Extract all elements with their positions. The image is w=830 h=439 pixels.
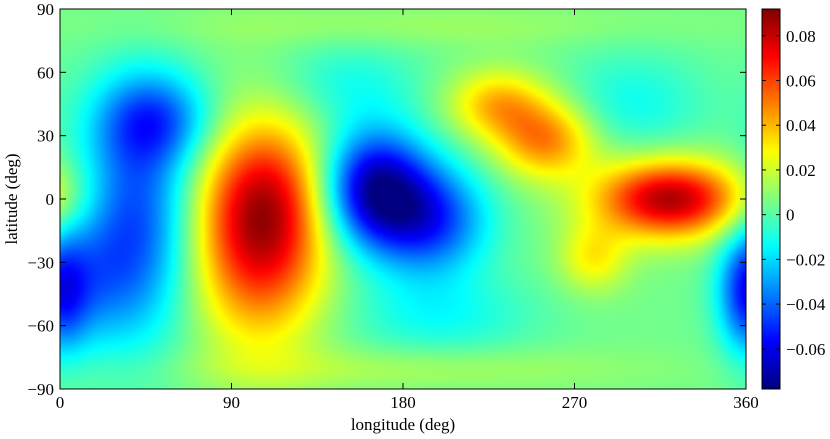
colorbar-gradient <box>762 9 780 389</box>
y-tick-label: −30 <box>27 253 54 272</box>
x-tick-label: 0 <box>56 393 65 412</box>
colorbar-tick-label: 0.02 <box>786 161 816 180</box>
y-tick-label: 0 <box>46 190 55 209</box>
colorbar-tick-label: 0 <box>786 206 795 225</box>
plot-area: 0 90 180 270 360 90 60 30 0 −30 −60 −90 <box>27 0 758 412</box>
y-tick-label: 30 <box>37 127 54 146</box>
colorbar-frame <box>761 8 781 390</box>
x-axis-ticks: 0 90 180 270 360 <box>56 9 759 412</box>
x-tick-label: 180 <box>390 393 416 412</box>
y-axis-label: latitude (deg) <box>2 153 21 244</box>
y-tick-label: 90 <box>37 0 54 19</box>
y-tick-label: 60 <box>37 63 54 82</box>
colorbar-tick-label: 0.04 <box>786 116 816 135</box>
colorbar-tick-label: −0.02 <box>786 250 825 269</box>
x-axis-label: longitude (deg) <box>351 415 455 434</box>
colorbar-tick-label: −0.06 <box>786 340 825 359</box>
x-tick-label: 90 <box>223 393 240 412</box>
y-tick-label: −60 <box>27 317 54 336</box>
y-axis-ticks: 90 60 30 0 −30 −60 −90 <box>27 0 746 399</box>
heatmap-field <box>60 9 746 389</box>
y-tick-label: −90 <box>27 380 54 399</box>
colorbar: 0.08 0.06 0.04 0.02 0 −0.02 −0.04 −0.06 <box>761 8 826 390</box>
colorbar-tick-label: 0.08 <box>786 27 816 46</box>
x-tick-label: 360 <box>733 393 759 412</box>
colorbar-tick-label: 0.06 <box>786 72 816 91</box>
x-tick-label: 270 <box>562 393 588 412</box>
colorbar-tick-label: −0.04 <box>786 295 826 314</box>
colorbar-ticks: 0.08 0.06 0.04 0.02 0 −0.02 −0.04 −0.06 <box>762 27 826 359</box>
